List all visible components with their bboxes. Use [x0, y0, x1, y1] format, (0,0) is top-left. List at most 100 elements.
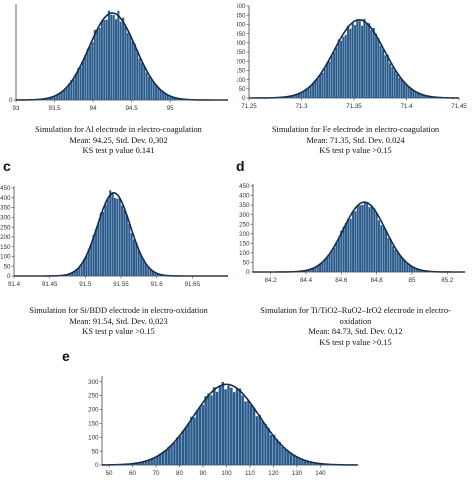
histogram-bar — [337, 39, 340, 99]
histogram-bar — [198, 407, 202, 466]
histogram-bar — [113, 197, 117, 277]
histogram-bar — [99, 212, 102, 277]
histogram-al-electrode: 93 93.5 94 94.5 95 0 — [9, 4, 228, 112]
y-tick-label: 50 — [243, 260, 250, 267]
histogram-bar — [100, 20, 104, 101]
y-tick-label: 150 — [237, 68, 246, 75]
histogram-bar — [147, 76, 151, 101]
caption-ti-electrode: Simulation for Ti/TiO2–RuO2–IrO2 electro… — [237, 306, 474, 348]
histogram-bar — [184, 427, 188, 466]
histogram-bar — [72, 79, 75, 101]
histogram-bar — [380, 224, 383, 273]
histogram-bar — [373, 208, 376, 273]
y-tick-label: 300 — [237, 40, 246, 47]
x-tick-label: 71.3 — [295, 103, 308, 110]
histogram-bar — [167, 446, 171, 466]
histogram-bar — [325, 63, 329, 99]
histogram-bar — [201, 404, 205, 466]
histogram-bar — [128, 34, 132, 101]
y-tick-label: 250 — [237, 49, 246, 56]
histogram-bar — [325, 257, 329, 273]
y-tick-label: 400 — [239, 193, 250, 200]
histogram-bar — [241, 395, 245, 466]
histogram-bar — [145, 72, 148, 101]
histogram-bar — [137, 249, 140, 277]
histogram-bar — [89, 244, 93, 277]
caption-line: Mean: 94.25, Std. Dev. 0,302 — [69, 135, 168, 145]
x-tick-label: 84.6 — [335, 277, 348, 284]
x-tick-label: 91.65 — [185, 281, 201, 288]
y-tick-label: 450 — [239, 183, 250, 190]
histogram-bar — [81, 60, 85, 101]
histogram-bar — [114, 19, 118, 101]
y-tick-label: 400 — [0, 195, 11, 202]
histogram-bar — [351, 211, 355, 273]
histogram-bar — [368, 206, 371, 273]
histogram-bar — [93, 29, 97, 101]
histogram-bar — [235, 388, 239, 466]
caption-line: oxidation — [339, 316, 372, 326]
x-tick-label: 120 — [268, 470, 279, 477]
histogram-bar — [84, 54, 87, 101]
histogram-bar — [395, 73, 399, 99]
histogram-bar — [332, 247, 336, 273]
histogram-bar — [140, 62, 144, 101]
histogram-bar — [112, 14, 115, 101]
histogram-bar — [209, 395, 213, 466]
histogram-bar — [337, 238, 341, 273]
histogram-bar — [117, 10, 120, 101]
panel-label-c: c — [3, 158, 11, 174]
histogram-bar — [224, 389, 228, 466]
histogram-bar — [330, 250, 334, 273]
histogram-bar — [275, 438, 279, 466]
histogram-bar — [356, 205, 359, 273]
histogram-bar — [335, 242, 338, 273]
y-tick-label: 300 — [88, 379, 99, 386]
histogram-bar — [361, 204, 364, 273]
x-tick-label: 110 — [245, 470, 255, 477]
histogram-bar — [101, 211, 105, 277]
x-tick-label: 71.35 — [346, 103, 362, 110]
histogram-bar — [358, 205, 362, 273]
x-tick-label: 71.25 — [241, 103, 257, 110]
histogram-bar — [272, 434, 276, 466]
histogram-bar — [394, 249, 397, 273]
histogram-bar — [365, 202, 369, 273]
caption-line: Mean: 71.35, Std. Dev. 0.024 — [306, 135, 405, 145]
histogram-bar — [266, 427, 270, 466]
caption-line: Simulation for Ti/TiO2–RuO2–IrO2 electro… — [260, 306, 451, 315]
x-tick-label: 70 — [153, 470, 160, 477]
histogram-bar — [207, 393, 210, 466]
histogram-bar — [125, 215, 129, 277]
histogram-bar — [344, 34, 347, 99]
histogram-bar — [232, 391, 236, 466]
x-tick-label: 80 — [176, 470, 183, 477]
x-tick-label: 140 — [315, 470, 326, 477]
x-tick-label: 94.5 — [126, 105, 139, 112]
histogram-bar — [86, 48, 89, 101]
histogram-bar — [95, 29, 99, 101]
caption-al-electrode: Simulation for Al electrode in electro-c… — [0, 125, 237, 157]
histogram-bar — [121, 17, 125, 101]
histogram-bar — [400, 78, 403, 99]
histogram-bar — [133, 43, 137, 101]
y-tick-label: 350 — [239, 202, 250, 209]
histogram-bar — [321, 262, 324, 273]
x-tick-label: 71.4 — [400, 103, 413, 110]
histogram-bar — [360, 25, 364, 99]
x-tick-label: 85.2 — [441, 277, 454, 284]
histogram-bar — [382, 226, 385, 273]
histogram-bar — [356, 20, 359, 99]
histogram-bar — [342, 36, 345, 99]
x-tick-label: 71.45 — [451, 103, 467, 110]
caption-line: Simulation for Fe electrode in electro-c… — [271, 125, 440, 134]
histogram-bar — [246, 400, 250, 466]
y-tick-label: 150 — [0, 244, 11, 251]
y-tick-label: 250 — [239, 221, 250, 228]
caption-si-bdd-electrode: Simulation for Si/BDD electrode in elect… — [0, 306, 237, 338]
histogram-bar — [128, 223, 131, 277]
histogram-bar — [172, 442, 176, 466]
histogram-bar — [258, 414, 262, 466]
y-tick-label: 0 — [246, 269, 250, 276]
histogram-bar — [372, 27, 375, 99]
